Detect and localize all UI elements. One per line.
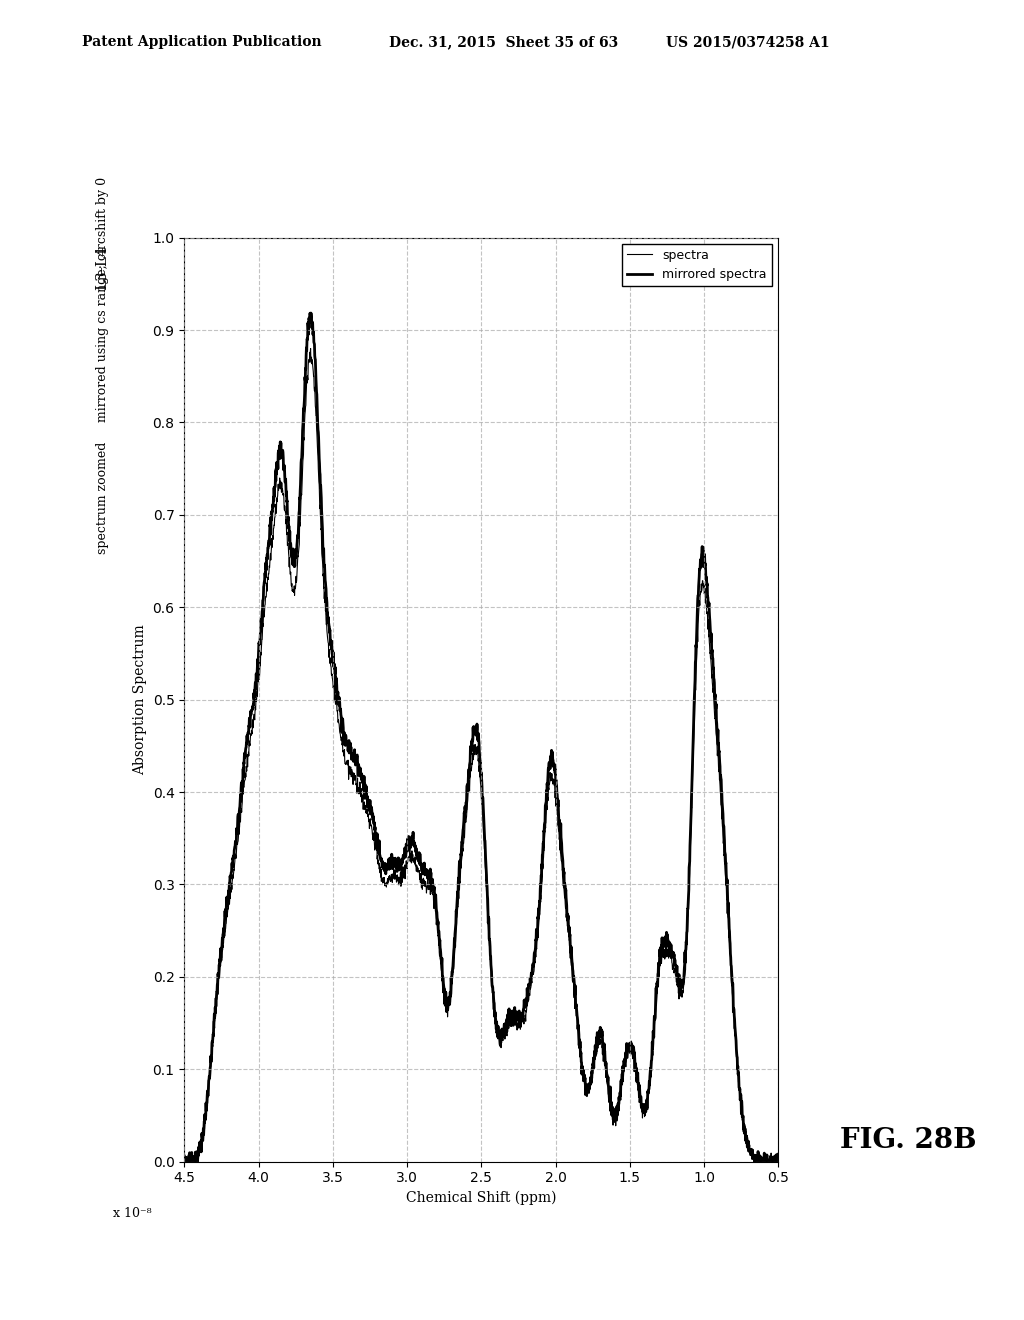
mirrored spectra <box>499 1016 511 1032</box>
spectra <box>195 1139 207 1155</box>
spectra <box>304 341 316 356</box>
spectra <box>196 1134 208 1150</box>
mirrored spectra <box>772 1154 784 1170</box>
mirrored spectra <box>178 1148 190 1164</box>
Y-axis label: Absorption Spectrum: Absorption Spectrum <box>133 624 147 775</box>
Text: spectrum zoomed: spectrum zoomed <box>96 442 109 554</box>
spectra <box>741 1133 754 1148</box>
spectra <box>772 1147 784 1163</box>
Legend: spectra, mirrored spectra: spectra, mirrored spectra <box>623 244 772 286</box>
Line: mirrored spectra: mirrored spectra <box>184 313 778 1162</box>
mirrored spectra <box>195 1133 207 1148</box>
Text: Dec. 31, 2015  Sheet 35 of 63: Dec. 31, 2015 Sheet 35 of 63 <box>389 36 618 49</box>
mirrored spectra <box>772 1147 784 1163</box>
spectra <box>771 1154 783 1170</box>
spectra <box>178 1154 190 1170</box>
mirrored spectra <box>304 305 316 321</box>
Line: spectra: spectra <box>184 348 778 1162</box>
mirrored spectra <box>741 1134 754 1150</box>
Text: x 10⁻⁸: x 10⁻⁸ <box>113 1206 152 1220</box>
mirrored spectra <box>196 1144 208 1160</box>
mirrored spectra <box>305 305 317 321</box>
Text: US 2015/0374258 A1: US 2015/0374258 A1 <box>666 36 829 49</box>
Text: FIG. 28B: FIG. 28B <box>840 1127 976 1155</box>
Text: mirrored using cs range; circshift by 0: mirrored using cs range; circshift by 0 <box>96 177 109 422</box>
Text: L3-L4: L3-L4 <box>95 246 110 290</box>
spectra <box>304 348 316 364</box>
spectra <box>499 1031 511 1047</box>
X-axis label: Chemical Shift (ppm): Chemical Shift (ppm) <box>407 1191 556 1205</box>
Text: Patent Application Publication: Patent Application Publication <box>82 36 322 49</box>
spectra <box>483 928 496 944</box>
mirrored spectra <box>483 931 496 946</box>
